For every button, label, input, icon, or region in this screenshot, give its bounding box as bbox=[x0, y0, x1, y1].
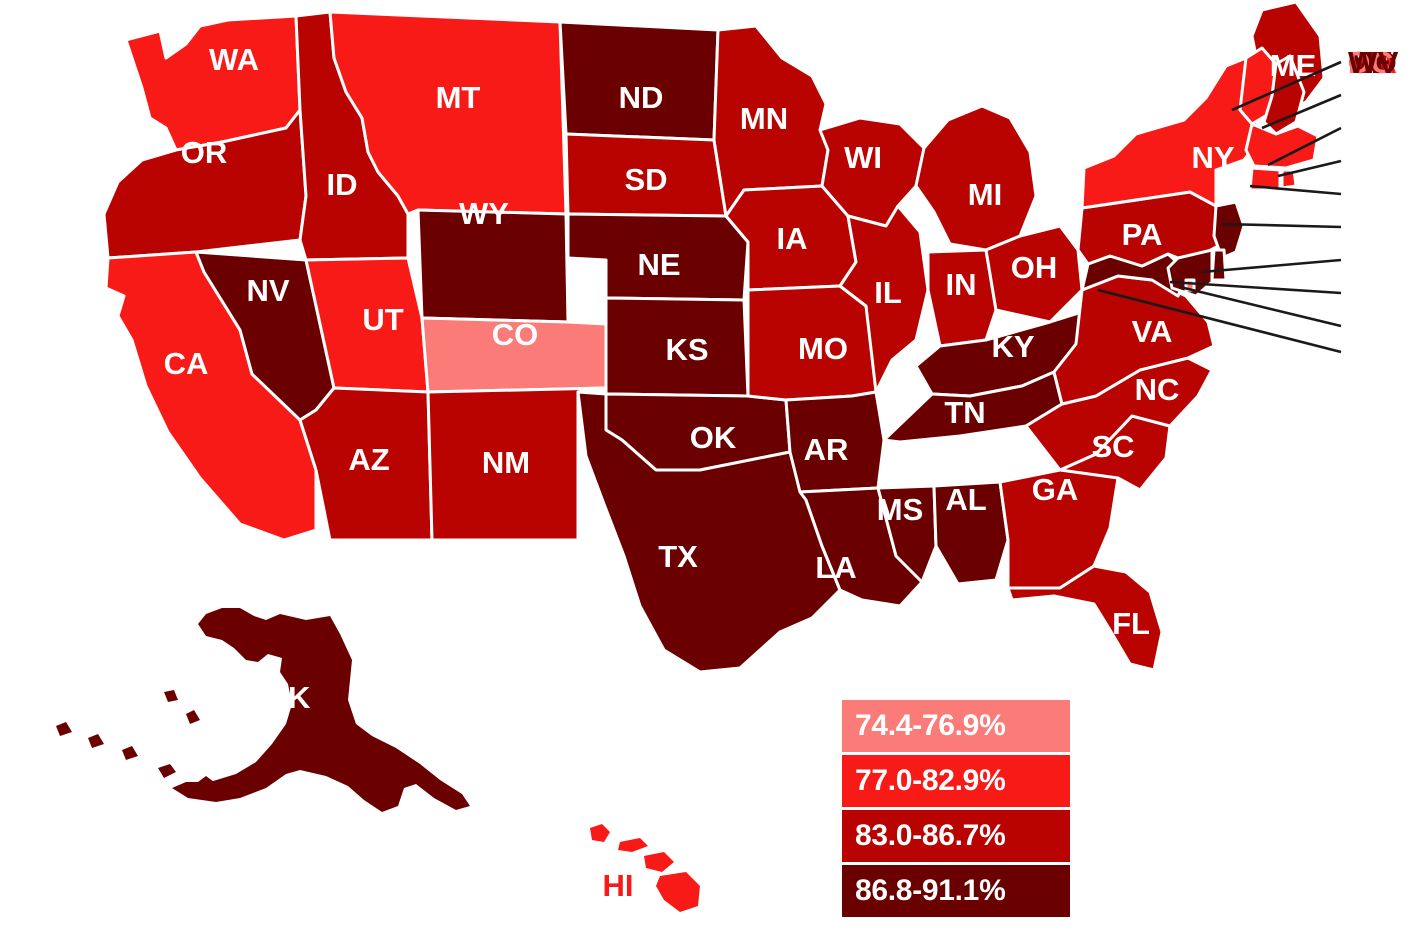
state-label-LA: LA bbox=[815, 550, 856, 585]
state-label-IA: IA bbox=[777, 221, 808, 256]
legend-row-bin4[interactable]: 86.8-91.1% bbox=[842, 865, 1070, 917]
state-label-ME: ME bbox=[1270, 48, 1317, 83]
state-label-WA: WA bbox=[209, 42, 259, 77]
state-shapes-group bbox=[56, 0, 1326, 912]
leader-line-NH bbox=[1261, 93, 1342, 130]
state-label-HI: HI bbox=[603, 868, 634, 903]
state-IL[interactable] bbox=[838, 204, 930, 394]
leader-line-NJ bbox=[1221, 222, 1342, 229]
state-label-MS: MS bbox=[877, 492, 924, 527]
state-label-NE: NE bbox=[637, 247, 680, 282]
state-NJ[interactable] bbox=[1212, 200, 1246, 260]
callout-label-CT[interactable]: CT bbox=[1348, 45, 1391, 80]
state-labels-group: WA OR CA ID NV MT WY UT CO AZ NM ND SD N… bbox=[164, 42, 1317, 903]
state-label-WI: WI bbox=[844, 140, 882, 175]
state-label-OH: OH bbox=[1011, 250, 1058, 285]
state-label-OK: OK bbox=[690, 420, 737, 455]
state-label-OR: OR bbox=[181, 135, 228, 170]
state-label-AZ: AZ bbox=[348, 442, 389, 477]
state-label-PA: PA bbox=[1122, 217, 1163, 252]
legend-row-bin1[interactable]: 74.4-76.9% bbox=[842, 700, 1070, 752]
state-label-NV: NV bbox=[246, 273, 289, 308]
state-label-KS: KS bbox=[665, 332, 708, 367]
state-label-TN: TN bbox=[944, 395, 985, 430]
state-NY[interactable] bbox=[1080, 56, 1264, 210]
legend-label-bin3: 83.0-86.7% bbox=[855, 819, 1006, 852]
state-label-MI: MI bbox=[968, 177, 1002, 212]
state-label-AK: AK bbox=[266, 680, 311, 715]
state-label-MT: MT bbox=[436, 80, 481, 115]
callout-label-DE[interactable]: DE bbox=[1348, 45, 1393, 80]
state-label-AL: AL bbox=[945, 482, 986, 517]
state-HI[interactable] bbox=[590, 824, 700, 912]
state-label-KY: KY bbox=[991, 329, 1034, 364]
state-MA[interactable] bbox=[1244, 122, 1320, 170]
state-label-SC: SC bbox=[1091, 429, 1134, 464]
state-label-MN: MN bbox=[740, 101, 788, 136]
state-label-TX: TX bbox=[658, 539, 698, 574]
callout-leader-lines-group bbox=[1097, 60, 1342, 354]
state-label-ND: ND bbox=[619, 80, 664, 115]
state-label-UT: UT bbox=[362, 302, 403, 337]
state-CT[interactable] bbox=[1248, 166, 1282, 192]
leader-line-RI bbox=[1277, 159, 1342, 178]
state-label-VA: VA bbox=[1132, 314, 1173, 349]
state-label-MO: MO bbox=[798, 331, 848, 366]
state-label-FL: FL bbox=[1112, 606, 1150, 641]
state-label-WY: WY bbox=[459, 196, 509, 231]
leader-line-CT bbox=[1249, 184, 1342, 196]
callout-label-VT[interactable]: VT bbox=[1348, 45, 1389, 80]
state-label-CA: CA bbox=[164, 346, 209, 381]
callout-label-MA[interactable]: MA bbox=[1348, 45, 1398, 80]
legend-label-bin1: 74.4-76.9% bbox=[855, 709, 1006, 742]
state-label-NM: NM bbox=[482, 445, 530, 480]
callout-label-NJ[interactable]: NJ bbox=[1348, 45, 1389, 80]
state-label-IN: IN bbox=[946, 267, 977, 302]
callout-label-RI[interactable]: RI bbox=[1348, 45, 1380, 80]
leader-line-MA bbox=[1267, 126, 1342, 167]
leader-line-DC bbox=[1179, 285, 1342, 328]
callout-label-WV[interactable]: WV bbox=[1348, 45, 1399, 80]
legend-label-bin2: 77.0-82.9% bbox=[855, 764, 1006, 797]
state-AR[interactable] bbox=[784, 390, 886, 494]
state-label-IL: IL bbox=[874, 275, 902, 310]
legend-label-bin4: 86.8-91.1% bbox=[855, 874, 1006, 907]
leader-line-VT bbox=[1231, 60, 1342, 112]
callout-label-MD[interactable]: MD bbox=[1348, 45, 1398, 80]
state-DE[interactable] bbox=[1210, 248, 1228, 282]
legend-row-bin2[interactable]: 77.0-82.9% bbox=[842, 755, 1070, 807]
state-label-ID: ID bbox=[327, 167, 358, 202]
state-label-NY: NY bbox=[1191, 140, 1234, 175]
state-MI[interactable] bbox=[914, 104, 1038, 252]
state-NM[interactable] bbox=[426, 386, 608, 542]
state-MT[interactable] bbox=[328, 10, 568, 216]
state-label-CO: CO bbox=[492, 317, 539, 352]
state-label-NC: NC bbox=[1135, 372, 1180, 407]
leader-line-DE bbox=[1201, 258, 1342, 274]
state-OR[interactable] bbox=[102, 108, 308, 260]
state-label-GA: GA bbox=[1032, 472, 1079, 507]
state-AK[interactable] bbox=[56, 608, 470, 812]
callout-label-DC[interactable]: DC bbox=[1348, 45, 1394, 80]
state-MS[interactable] bbox=[876, 484, 938, 584]
leader-line-MD bbox=[1169, 280, 1342, 295]
callout-label-NH[interactable]: NH bbox=[1348, 45, 1394, 80]
state-OH[interactable] bbox=[984, 224, 1084, 324]
leader-line-WV bbox=[1097, 288, 1342, 354]
state-FL[interactable] bbox=[1006, 564, 1164, 672]
state-label-AR: AR bbox=[804, 432, 849, 467]
state-TX[interactable] bbox=[576, 390, 842, 674]
legend-row-bin3[interactable]: 83.0-86.7% bbox=[842, 810, 1070, 862]
state-label-SD: SD bbox=[624, 162, 667, 197]
map-legend: 74.4-76.9% 77.0-82.9% 83.0-86.7% 86.8-91… bbox=[842, 700, 1070, 920]
